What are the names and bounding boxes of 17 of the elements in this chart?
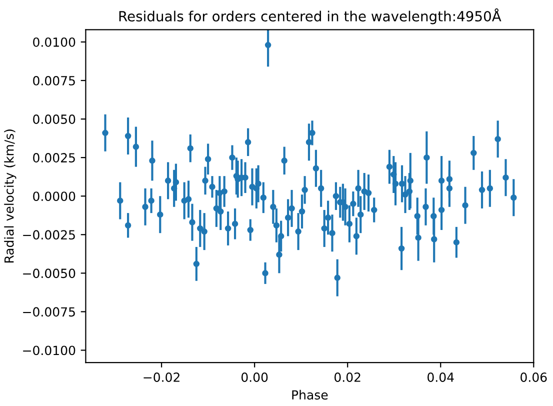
- y-tick-label: −0.0050: [23, 268, 76, 278]
- y-tick-label: −0.0075: [23, 307, 75, 317]
- y-tick-label: 0.0025: [33, 153, 75, 162]
- x-axis-title: Phase: [292, 390, 328, 400]
- y-tick-label: 0.0000: [33, 192, 76, 202]
- y-axis-title: Radial velocity (km/s): [4, 130, 16, 263]
- x-tick-label: 0.06: [520, 372, 547, 382]
- y-tick-label: 0.0100: [33, 37, 76, 47]
- x-tick-label: 0.04: [428, 372, 454, 382]
- x-tick-label: 0.02: [334, 372, 360, 382]
- x-tick-label: 0.00: [241, 372, 268, 382]
- y-tick-label: 0.0050: [33, 114, 76, 124]
- y-tick-label: 0.0075: [33, 76, 75, 86]
- chart-title: Residuals for orders centered in the wavelength:4950Å: [119, 8, 502, 24]
- y-tick-label: −0.0025: [23, 230, 75, 240]
- y-tick-label: −0.0100: [23, 346, 76, 356]
- x-tick-label: −0.02: [144, 372, 180, 382]
